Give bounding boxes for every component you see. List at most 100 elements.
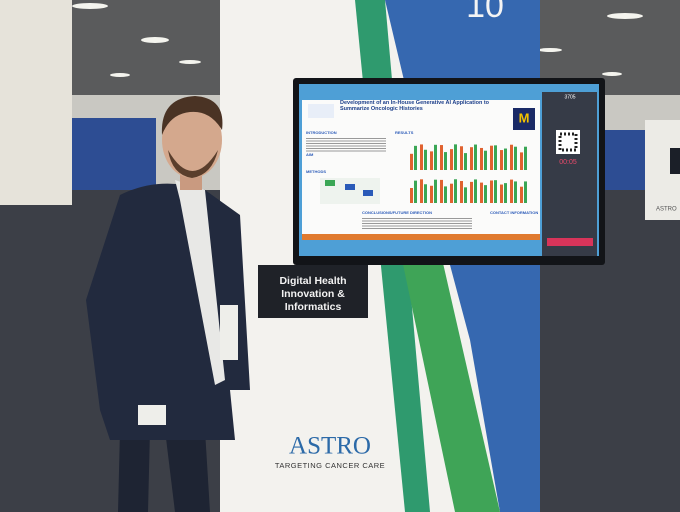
poster-bar <box>414 180 417 203</box>
poster-bar <box>524 181 527 203</box>
poster-bar <box>520 152 523 170</box>
side-booth-logo: ASTRO <box>656 207 677 213</box>
poster-decoration <box>306 138 527 229</box>
qr-pattern <box>558 132 578 152</box>
poster-bar <box>510 144 513 170</box>
section-heading: CONTACT INFORMATION <box>490 210 538 215</box>
poster-bar <box>490 180 493 203</box>
poster-bar <box>480 147 483 170</box>
beard <box>168 150 218 178</box>
poster-sidebar <box>542 92 597 256</box>
poster-bar <box>410 188 413 203</box>
light <box>607 13 643 19</box>
poster-bar <box>434 144 437 170</box>
poster-bar <box>490 145 493 170</box>
poster-text-line <box>362 225 472 227</box>
poster-bar <box>464 187 467 203</box>
poster-text-line <box>306 140 386 142</box>
light <box>602 72 622 76</box>
poster-text-line <box>306 138 386 139</box>
poster-bar <box>500 184 503 203</box>
poster-bar <box>444 186 447 203</box>
poster-bar <box>444 152 447 170</box>
poster-title-box: Development of an In-House Generative AI… <box>340 100 490 112</box>
light <box>538 48 562 52</box>
poster-title: Development of an In-House Generative AI… <box>340 100 490 112</box>
poster-bar <box>474 144 477 170</box>
poster-bar <box>494 180 497 203</box>
poster-text-line <box>306 143 386 144</box>
poster-bar <box>504 183 507 203</box>
poster-bar <box>470 147 473 170</box>
poster-text-line <box>306 148 386 149</box>
poster-bar <box>510 179 513 203</box>
ceiling-lights <box>72 3 643 77</box>
poster-bar <box>484 150 487 170</box>
light <box>179 60 201 64</box>
sign-line: Digital Health <box>279 275 346 287</box>
poster-bar <box>454 179 457 203</box>
section-heading: CONCLUSIONS/FUTURE DIRECTION <box>362 210 432 215</box>
sign-line: Innovation & <box>281 288 345 300</box>
poster-bar <box>414 145 417 170</box>
logo-tagline: TARGETING CANCER CARE <box>275 461 385 470</box>
pillar <box>0 0 72 205</box>
cuff <box>138 405 166 425</box>
poster-bar <box>520 186 523 203</box>
poster-logo <box>308 104 334 118</box>
sign <box>258 265 368 318</box>
poster-bar <box>430 185 433 203</box>
section-heading: METHODS <box>306 169 326 174</box>
poster-bar <box>440 179 443 203</box>
poster-text-line <box>362 220 472 222</box>
hair <box>161 96 223 135</box>
poster-bar <box>434 179 437 203</box>
section-heading: INTRODUCTION <box>306 130 337 135</box>
booth-number: 10 <box>466 0 504 25</box>
poster-bar <box>424 149 427 170</box>
light <box>141 37 169 43</box>
poster-bar <box>514 146 517 170</box>
poster-bar <box>450 149 453 170</box>
logo-name: ASTRO <box>289 433 371 460</box>
side-monitor <box>670 148 680 174</box>
poster-bar <box>460 181 463 203</box>
poster-sections: INTRODUCTION AIM METHODS RESULTS CONCLUS… <box>306 130 538 215</box>
poster-text-line <box>306 145 386 147</box>
poster-bar <box>440 145 443 170</box>
sign-line: Informatics <box>285 301 342 313</box>
poster-bar <box>480 182 483 203</box>
poster-id: 3705 <box>564 94 575 100</box>
light <box>110 73 130 77</box>
poster-text-line <box>362 218 472 219</box>
poster-bar <box>420 179 423 203</box>
poster-bar <box>430 151 433 170</box>
leg <box>165 430 210 512</box>
light <box>72 3 108 9</box>
poster-bar <box>420 144 423 170</box>
poster-bar <box>470 181 473 203</box>
poster-bar <box>494 145 497 170</box>
section-heading: AIM <box>306 152 314 157</box>
leg <box>118 430 150 512</box>
poster-bar <box>484 185 487 203</box>
university-logo <box>513 108 535 130</box>
poster-diagram-box <box>345 184 355 190</box>
poster-bar <box>514 181 517 203</box>
poster-text-line <box>306 150 386 152</box>
person <box>86 96 250 512</box>
poster-diagram-box <box>325 180 335 186</box>
poster-bar <box>524 146 527 170</box>
green-stripe-lower <box>400 250 500 512</box>
shirt <box>175 180 225 385</box>
poster-bar <box>504 148 507 170</box>
poster-diagram-box <box>363 190 373 196</box>
badge <box>220 305 238 360</box>
poster-text-line <box>362 228 472 229</box>
curtain <box>66 118 156 190</box>
poster-footer <box>302 234 540 240</box>
head <box>162 102 222 178</box>
controls <box>547 238 593 246</box>
